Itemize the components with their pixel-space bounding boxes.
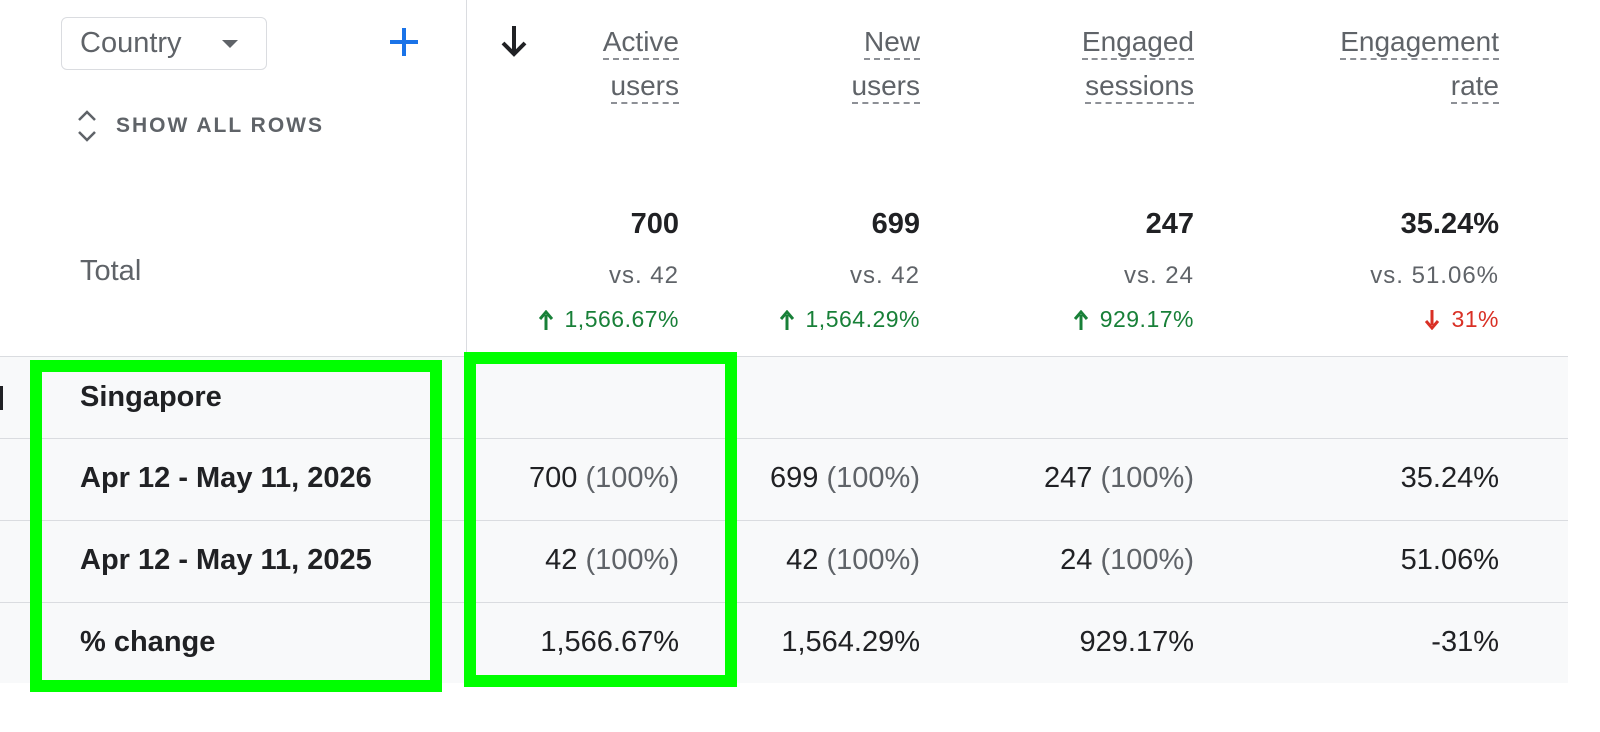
- total-value: 35.24%: [1400, 208, 1499, 240]
- table-cell: 1,566.67%: [540, 626, 679, 659]
- column-header-line2: users: [610, 70, 679, 104]
- sort-button[interactable]: [498, 24, 530, 60]
- cell-percent: (100%): [1100, 544, 1195, 576]
- table-cell: 24 (100%): [1060, 544, 1194, 577]
- cell-percent: (100%): [1100, 462, 1195, 494]
- arrow-down-icon: [1425, 309, 1440, 330]
- column-header-line1: Engagement: [1340, 26, 1499, 60]
- add-dimension-button[interactable]: [386, 20, 422, 60]
- show-all-rows-label: SHOW ALL ROWS: [116, 114, 324, 137]
- column-header-line2: rate: [1450, 70, 1499, 104]
- chevron-down-icon: [222, 40, 238, 48]
- total-change: 929.17%: [1073, 306, 1194, 333]
- dimension-select-label: Country: [80, 27, 182, 59]
- row-divider: [0, 602, 1568, 603]
- cell-value: 42: [786, 544, 819, 576]
- row-divider: [0, 438, 1568, 439]
- total-change-text: 31%: [1451, 306, 1499, 332]
- table-cell: 42 (100%): [786, 544, 920, 577]
- table-body: [0, 356, 1568, 683]
- table-cell: 1,564.29%: [781, 626, 920, 659]
- total-change-text: 929.17%: [1099, 306, 1194, 332]
- cell-percent: (100%): [826, 462, 921, 494]
- total-value: 247: [1145, 208, 1194, 240]
- cell-value: 929.17%: [1079, 626, 1195, 658]
- total-comparison: vs. 42: [849, 262, 920, 289]
- table-cell: 42 (100%): [545, 544, 679, 577]
- table-cell: 51.06%: [1401, 544, 1499, 577]
- column-header-active-users[interactable]: Active users: [602, 20, 679, 108]
- column-header-line2: sessions: [1085, 70, 1194, 104]
- table-row-label: Apr 12 - May 11, 2026: [80, 462, 372, 494]
- total-value: 699: [871, 208, 920, 240]
- column-header-line1: New: [863, 26, 920, 60]
- table-cell: 700 (100%): [529, 462, 679, 495]
- row-divider: [0, 520, 1568, 521]
- arrow-up-icon: [538, 309, 553, 330]
- total-change: 1,564.29%: [779, 306, 920, 333]
- table-cell: 929.17%: [1080, 626, 1195, 659]
- column-header-line2: users: [851, 70, 920, 104]
- table-cell: 699 (100%): [770, 462, 920, 495]
- expand-collapse-icon: [78, 110, 96, 142]
- table-cell: 247 (100%): [1044, 462, 1194, 495]
- table-row-label: % change: [80, 626, 216, 658]
- column-header-engagement-rate[interactable]: Engagement rate: [1340, 20, 1499, 108]
- table-cell: 35.24%: [1401, 462, 1499, 495]
- arrow-up-icon: [779, 309, 794, 330]
- cell-value: 1,566.67%: [540, 626, 679, 658]
- column-header-line1: Active: [602, 26, 679, 60]
- cell-value: 700: [529, 462, 578, 494]
- total-label: Total: [80, 255, 142, 287]
- table-row-label: Apr 12 - May 11, 2025: [80, 544, 372, 576]
- highlight-box-active-users: [464, 352, 737, 687]
- column-header-engaged-sessions[interactable]: Engaged sessions: [1081, 20, 1194, 108]
- column-header-line1: Engaged: [1081, 26, 1194, 60]
- dimension-select[interactable]: Country: [61, 17, 267, 70]
- arrow-down-sort-icon: [501, 26, 527, 57]
- row-edge-marker: [0, 386, 3, 410]
- highlight-box-row-labels: [30, 360, 442, 692]
- table-cell: -31%: [1431, 626, 1499, 659]
- total-change: 1,566.67%: [538, 306, 679, 333]
- cell-percent: (100%): [585, 544, 680, 576]
- total-change: 31%: [1425, 306, 1499, 333]
- cell-value: 51.06%: [1400, 544, 1499, 576]
- show-all-rows-button[interactable]: SHOW ALL ROWS: [76, 106, 324, 146]
- cell-percent: (100%): [826, 544, 921, 576]
- cell-value: -31%: [1431, 626, 1499, 658]
- cell-value: 24: [1060, 544, 1093, 576]
- group-label-singapore: Singapore: [80, 381, 222, 413]
- arrow-up-icon: [1073, 309, 1088, 330]
- total-value: 700: [630, 208, 679, 240]
- total-comparison: vs. 42: [608, 262, 679, 289]
- total-comparison: vs. 51.06%: [1370, 262, 1499, 289]
- cell-percent: (100%): [585, 462, 680, 494]
- column-header-new-users[interactable]: New users: [851, 20, 920, 108]
- total-change-text: 1,564.29%: [805, 306, 920, 332]
- cell-value: 699: [770, 462, 819, 494]
- cell-value: 42: [545, 544, 578, 576]
- cell-value: 247: [1044, 462, 1093, 494]
- plus-icon: [390, 28, 418, 56]
- total-change-text: 1,566.67%: [564, 306, 679, 332]
- total-comparison: vs. 24: [1123, 262, 1194, 289]
- column-divider: [466, 0, 467, 356]
- cell-value: 1,564.29%: [781, 626, 920, 658]
- cell-value: 35.24%: [1400, 462, 1499, 494]
